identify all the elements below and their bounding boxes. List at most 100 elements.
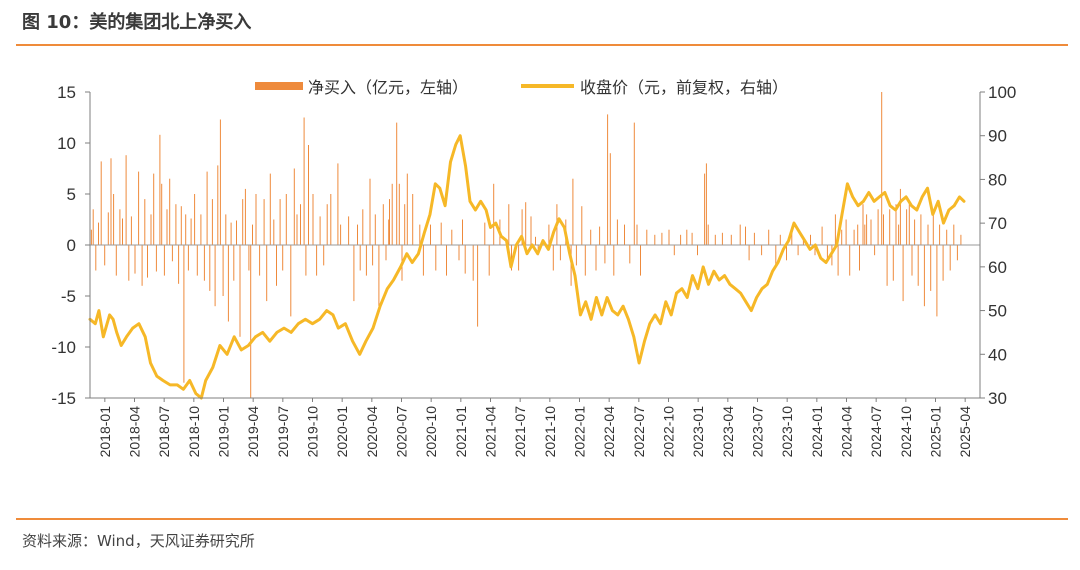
net-buy-bar: [633, 122, 635, 245]
net-buy-bar: [866, 214, 868, 245]
net-buy-bar: [255, 194, 257, 245]
net-buy-bar: [365, 245, 367, 276]
net-buy-bar: [312, 194, 314, 245]
title-divider: [16, 44, 1068, 46]
net-buy-bar: [440, 222, 442, 245]
net-buy-bar: [911, 245, 913, 276]
net-buy-bar: [141, 245, 143, 286]
net-buy-bar: [185, 214, 187, 245]
net-buy-bar: [95, 245, 97, 271]
x-tick-label: 2018-01: [97, 406, 113, 458]
net-buy-bar: [337, 163, 339, 245]
net-buy-bar: [946, 229, 948, 245]
net-buy-bar: [446, 245, 447, 276]
net-buy-bar: [857, 224, 859, 245]
net-buy-bar: [761, 245, 763, 256]
net-buy-bar: [575, 245, 577, 266]
right-tick-label: 90: [988, 127, 1007, 146]
x-tick-label: 2021-07: [512, 406, 528, 458]
x-tick-label: 2022-01: [572, 406, 588, 458]
net-buy-bar: [673, 245, 675, 256]
net-buy-bar: [472, 245, 474, 281]
x-tick-label: 2025-01: [928, 406, 944, 458]
chart-svg: 净买入（亿元，左轴） 收盘价（元，前复权，右轴） 151050-5-10-151…: [51, 78, 1016, 458]
x-tick-label: 2023-07: [750, 406, 766, 458]
net-buy-bar: [98, 222, 99, 245]
net-buy-bar: [225, 214, 227, 245]
net-buy-bar: [613, 245, 615, 276]
net-buy-bar: [607, 114, 609, 246]
line-series: [88, 134, 966, 400]
net-buy-bar: [748, 245, 750, 261]
net-buy-bar: [668, 229, 670, 245]
net-buy-bar: [881, 92, 883, 245]
net-buy-bar: [837, 245, 839, 276]
net-buy-bar: [305, 245, 307, 276]
net-buy-bar: [147, 245, 148, 278]
net-buy-bar: [920, 214, 922, 245]
net-buy-bar: [227, 245, 229, 322]
net-buy-bar: [862, 204, 864, 245]
net-buy-bar: [422, 245, 424, 276]
net-buy-bar: [233, 245, 235, 281]
left-tick-label: -5: [61, 287, 76, 306]
net-buy-bar: [572, 178, 574, 245]
net-buy-bar: [282, 245, 284, 271]
figure-title: 图 10：美的集团北上净买入: [22, 12, 252, 33]
net-buy-bar: [814, 245, 816, 256]
net-buy-bar: [775, 245, 777, 266]
net-buy-bar: [889, 209, 891, 245]
net-buy-bar: [936, 245, 938, 317]
net-buy-bar: [340, 224, 342, 245]
x-tick-label: 2020-10: [423, 406, 439, 458]
left-tick-label: 10: [57, 134, 76, 153]
net-buy-bar: [155, 245, 157, 272]
right-tick-label: 50: [988, 302, 1007, 321]
net-buy-bar: [745, 226, 746, 245]
net-buy-bar: [230, 222, 232, 245]
net-buy-bar: [330, 194, 332, 245]
x-tick-label: 2018-07: [156, 406, 172, 458]
legend-bar-swatch: [255, 82, 303, 90]
right-tick-label: 30: [988, 389, 1007, 408]
net-buy-bar: [874, 245, 876, 256]
net-buy-bar: [104, 245, 106, 266]
net-buy-bar: [166, 209, 168, 245]
net-buy-bar: [707, 224, 709, 245]
left-tick-label: 5: [67, 185, 76, 204]
net-buy-bar: [119, 209, 121, 245]
net-buy-bar: [960, 234, 962, 245]
net-buy-bar: [362, 209, 364, 245]
net-buy-bar: [791, 232, 793, 245]
net-buy-bar: [511, 245, 512, 271]
net-buy-bar: [886, 245, 888, 286]
net-buy-bar: [178, 245, 180, 284]
net-buy-bar: [316, 245, 318, 276]
net-buy-bar: [458, 245, 460, 261]
net-buy-bar: [834, 214, 836, 245]
net-buy-bar: [895, 204, 897, 245]
net-buy-bar: [629, 245, 631, 264]
net-buy-bar: [122, 218, 123, 245]
net-buy-bar: [609, 153, 611, 245]
net-buy-bar: [640, 245, 641, 276]
x-tick-label: 2023-10: [779, 406, 795, 458]
net-buy-bar: [705, 163, 707, 245]
right-tick-label: 80: [988, 170, 1007, 189]
net-buy-bar: [493, 183, 495, 245]
net-buy-bar: [899, 188, 901, 245]
net-buy-bar: [826, 245, 828, 261]
net-buy-bar: [303, 117, 305, 245]
net-buy-bar: [159, 134, 161, 245]
net-buy-bar: [214, 245, 216, 307]
chart-legend: 净买入（亿元，左轴） 收盘价（元，前复权，右轴）: [255, 78, 788, 97]
net-buy-bar: [902, 245, 904, 302]
net-buy-bar: [877, 209, 879, 245]
net-buy-bar: [930, 245, 932, 291]
net-buy-bar: [914, 219, 916, 245]
net-buy-bar: [525, 202, 527, 245]
net-buy-bar: [584, 245, 586, 276]
net-buy-bar: [259, 245, 261, 276]
left-tick-label: 0: [67, 236, 76, 255]
net-buy-bar: [883, 214, 884, 245]
